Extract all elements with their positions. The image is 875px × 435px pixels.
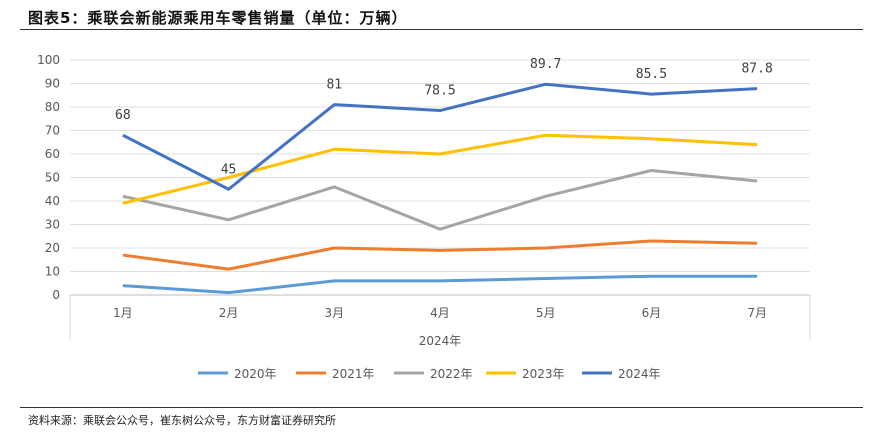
x-tick-label: 5月	[536, 306, 556, 320]
y-tick-label: 70	[45, 124, 60, 138]
y-tick-label: 10	[45, 265, 60, 279]
data-label: 89.7	[530, 57, 561, 72]
legend-label: 2021年	[332, 367, 375, 381]
y-tick-label: 80	[45, 100, 60, 114]
x-axis-label: 2024年	[419, 334, 462, 348]
x-tick-label: 4月	[430, 306, 450, 320]
x-tick-label: 1月	[113, 306, 133, 320]
y-tick-label: 60	[45, 147, 60, 161]
bottom-rule	[20, 407, 863, 408]
series-line-2023年	[122, 133, 758, 205]
series-line-2024年	[122, 82, 758, 191]
data-label: 68	[115, 108, 131, 123]
data-label: 78.5	[424, 84, 455, 99]
y-tick-label: 100	[37, 53, 60, 67]
series-line-2020年	[122, 274, 758, 295]
y-tick-label: 30	[45, 218, 60, 232]
x-tick-label: 3月	[324, 306, 344, 320]
x-tick-label: 7月	[747, 306, 767, 320]
x-tick-label: 2月	[219, 306, 239, 320]
legend-label: 2020年	[234, 367, 277, 381]
source-note: 资料来源：乘联会公众号，崔东树公众号，东方财富证券研究所	[28, 414, 336, 427]
data-label: 87.8	[741, 62, 772, 77]
series-line-2021年	[122, 239, 758, 271]
y-tick-label: 90	[45, 77, 60, 91]
legend-label: 2024年	[618, 367, 661, 381]
data-label: 85.5	[636, 67, 667, 82]
y-tick-label: 50	[45, 171, 60, 185]
legend-label: 2022年	[430, 367, 473, 381]
x-tick-label: 6月	[642, 306, 662, 320]
y-tick-label: 20	[45, 241, 60, 255]
top-rule	[20, 29, 863, 30]
series-line-2022年	[122, 168, 758, 231]
figure-title: 图表5：乘联会新能源乘用车零售销量（单位：万辆）	[28, 9, 408, 27]
data-label: 81	[326, 78, 342, 93]
y-tick-label: 0	[52, 288, 60, 302]
data-label: 45	[221, 162, 237, 177]
y-tick-label: 40	[45, 194, 60, 208]
legend-label: 2023年	[522, 367, 565, 381]
